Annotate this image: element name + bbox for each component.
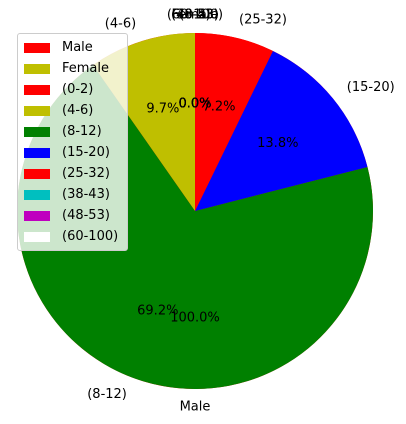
slice-label-gender-male: Male [180, 399, 211, 414]
legend-swatch [24, 147, 50, 158]
slice-label-age-8-12: (8-12) [87, 387, 127, 402]
chart-legend: Male Female (0-2) (4-6) (8-12) (15-20) (25-32)… [17, 33, 128, 251]
pct-label-gender-male: 100.0% [170, 310, 220, 325]
legend-swatch [24, 168, 50, 179]
pct-label-gender-female: 0.0% [178, 97, 211, 112]
legend-item-0-2: (0-2) [24, 79, 127, 100]
legend-label: Male [62, 40, 93, 55]
legend-swatch [24, 63, 50, 74]
slice-label-age-38-43: (38-43) [171, 8, 219, 23]
pct-label-age-4-6: 9.7% [146, 102, 179, 117]
legend-swatch [24, 231, 50, 242]
slice-label-age-60-100: (60-100) [167, 8, 223, 23]
legend-swatch [24, 126, 50, 137]
pie-labels: Male100.0%Female0.0%(0-2)0.0%(4-6)9.7%(8… [87, 8, 394, 415]
pct-label-age-25-32: 7.2% [202, 99, 235, 114]
legend-label: (25-32) [62, 166, 110, 181]
slice-label-age-15-20: (15-20) [347, 80, 395, 95]
legend-item-60-100: (60-100) [24, 226, 127, 247]
slice-age-15-20 [195, 50, 368, 211]
slice-label-age-48-53: (48-53) [171, 8, 219, 23]
legend-item-male: Male [24, 37, 127, 58]
slice-label-age-0-2: (0-2) [179, 8, 210, 23]
slice-age-25-32 [195, 33, 273, 211]
pct-label-age-0-2: 0.0% [178, 97, 211, 112]
legend-label: (8-12) [62, 124, 102, 139]
legend-swatch [24, 42, 50, 53]
pct-label-age-60-100: 0.0% [178, 97, 211, 112]
slice-label-gender-female: Female [171, 8, 218, 23]
legend-item-15-20: (15-20) [24, 142, 127, 163]
legend-item-female: Female [24, 58, 127, 79]
legend-label: (4-6) [62, 103, 94, 118]
legend-item-4-6: (4-6) [24, 100, 127, 121]
pct-label-age-15-20: 13.8% [257, 136, 298, 151]
legend-label: (48-53) [62, 208, 110, 223]
legend-label: Female [62, 61, 110, 76]
pct-label-age-8-12: 69.2% [137, 304, 178, 319]
legend-label: (15-20) [62, 145, 110, 160]
legend-item-48-53: (48-53) [24, 205, 127, 226]
pct-label-age-48-53: 0.0% [178, 97, 211, 112]
legend-label: (0-2) [62, 82, 94, 97]
pct-label-age-38-43: 0.0% [178, 97, 211, 112]
legend-label: (60-100) [62, 229, 119, 244]
legend-swatch [24, 84, 50, 95]
legend-swatch [24, 105, 50, 116]
slice-label-age-4-6: (4-6) [105, 17, 136, 32]
legend-item-38-43: (38-43) [24, 184, 127, 205]
legend-swatch [24, 189, 50, 200]
slice-label-age-25-32: (25-32) [239, 13, 287, 28]
legend-item-25-32: (25-32) [24, 163, 127, 184]
legend-item-8-12: (8-12) [24, 121, 127, 142]
legend-label: (38-43) [62, 187, 110, 202]
legend-swatch [24, 210, 50, 221]
